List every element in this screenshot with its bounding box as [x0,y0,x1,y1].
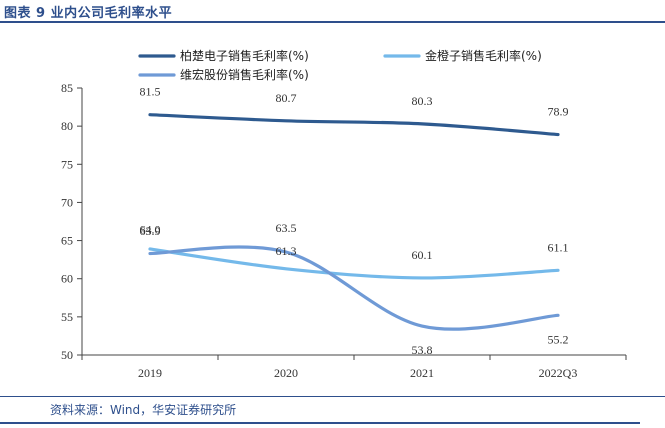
x-tick-label: 2020 [274,366,298,380]
data-label: 80.7 [276,91,297,105]
data-label: 81.5 [140,85,161,99]
x-tick-label: 2019 [138,366,162,380]
data-label: 53.8 [412,343,433,357]
legend-label: 柏楚电子销售毛利率(%) [180,48,309,63]
data-label: 55.2 [548,332,569,346]
data-label: 61.1 [548,240,569,254]
figure-title: 图表 9 业内公司毛利率水平 [4,6,173,21]
data-label: 63.5 [276,221,297,235]
data-label: 78.9 [548,105,569,119]
x-tick-label: 2021 [410,366,434,380]
series-line-0 [148,113,560,137]
y-tick-label: 70 [61,195,73,209]
bottom-rule [0,396,665,397]
legend-label: 维宏股份销售毛利率(%) [180,67,309,82]
y-tick-label: 75 [61,157,73,171]
y-tick-label: 80 [61,119,73,133]
title-rule [0,21,665,23]
legend-label: 金橙子销售毛利率(%) [425,48,542,63]
series-line-2 [148,245,560,331]
data-label: 80.3 [412,94,433,108]
x-tick-label: 2022Q3 [539,366,578,380]
source-note: 资料来源：Wind，华安证券研究所 [50,403,237,417]
y-tick-label: 50 [61,348,73,362]
y-tick-label: 60 [61,272,73,286]
y-tick-label: 55 [61,310,73,324]
data-label: 63.9 [140,224,161,238]
y-tick-label: 85 [61,81,73,95]
y-tick-label: 65 [61,234,73,248]
series-line-1 [148,247,560,280]
data-label: 61.3 [276,244,297,258]
chart-area: 50 55 60 65 70 75 80 85 2019 2020 2021 2022Q3 81.5 8… [61,48,627,380]
bottom-rule-2 [0,422,640,424]
data-label: 60.1 [412,248,433,262]
data-label: 64.0 [140,223,161,237]
